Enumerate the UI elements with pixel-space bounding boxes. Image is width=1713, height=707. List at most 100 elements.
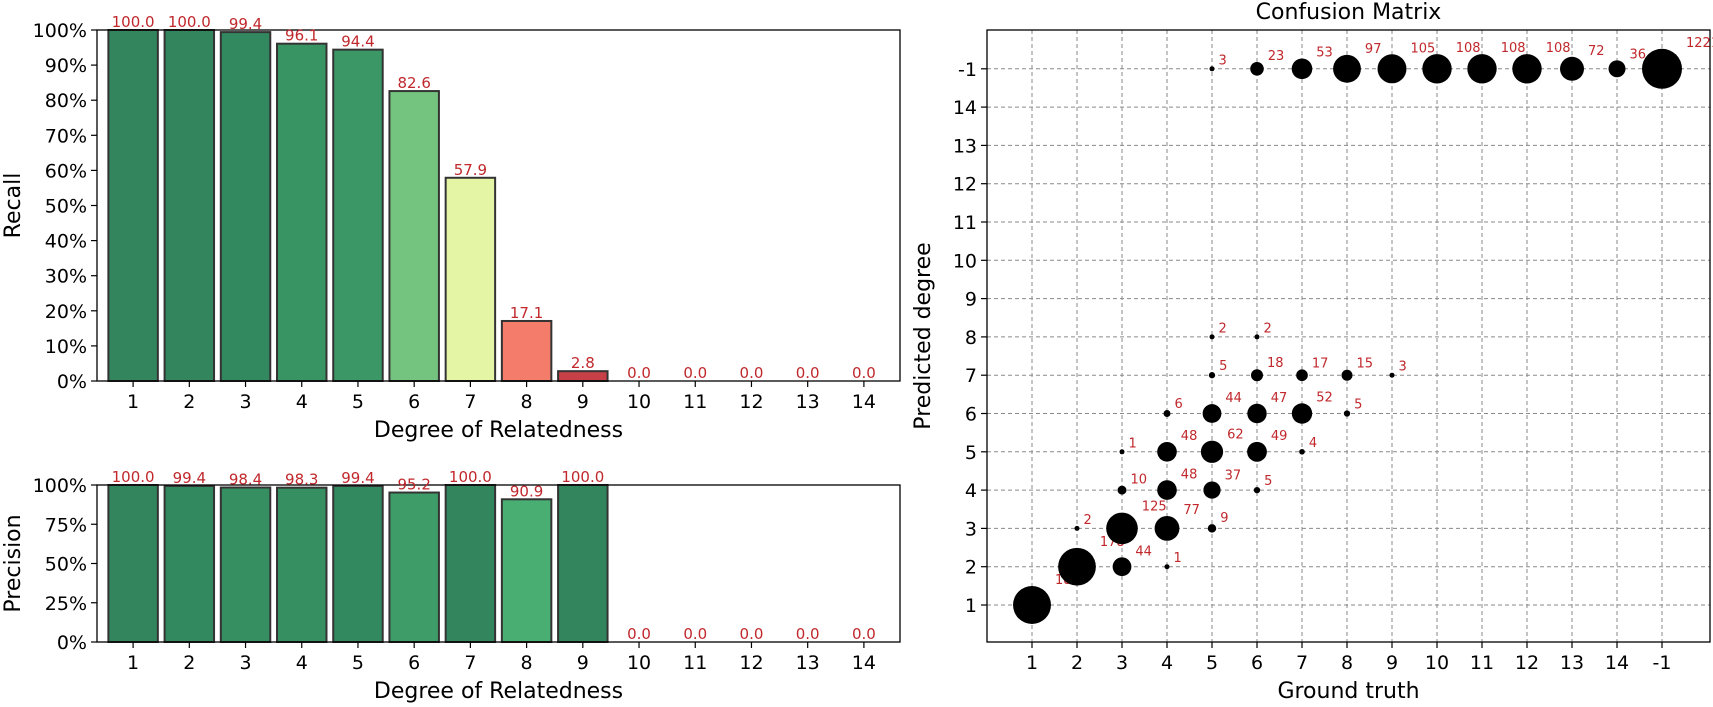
precision-xtick-label: 1 [127,652,139,674]
confusion-ytick-label: 5 [965,442,977,464]
confusion-count-label: 48 [1181,429,1198,444]
precision-value-label: 98.3 [285,471,318,489]
precision-xtick-label: 3 [239,652,251,674]
recall-xtick-label: 13 [796,391,820,413]
precision-x-axis-label: Degree of Relatedness [374,679,623,704]
confusion-count-label: 2 [1219,321,1227,336]
confusion-bubble-5-5 [1200,440,1224,463]
confusion-xtick-label: -1 [1653,652,1672,674]
recall-bar-1 [107,29,159,382]
confusion-ytick-label: 12 [953,174,977,196]
confusion-xtick-label: 12 [1515,652,1539,674]
confusion-bubble-6-6 [1247,403,1267,424]
recall-xtick-label: 8 [521,391,533,413]
recall-x-axis-label: Degree of Relatedness [374,418,623,443]
confusion-count-label: 3 [1219,53,1227,68]
precision-value-label: 99.4 [341,469,374,487]
confusion-xtick-label: 1 [1026,652,1038,674]
recall-value-label: 100.0 [168,13,211,31]
recall-xtick-label: 12 [739,391,763,413]
confusion-ytick-label: 3 [965,518,977,540]
confusion-count-label: 53 [1316,46,1333,61]
recall-bar-3 [219,31,272,383]
recall-ytick-label: 20% [45,301,87,323]
recall-ytick-label: 50% [45,196,87,218]
recall-ytick-label: 10% [45,336,87,358]
recall-xtick-label: 5 [352,391,364,413]
confusion-count-label: 23 [1268,49,1285,64]
confusion-count-label: 62 [1227,428,1244,443]
confusion-count-label: 5 [1354,397,1362,412]
confusion-count-label: 49 [1271,429,1288,444]
recall-ytick-label: 90% [45,55,87,77]
confusion-bubble-7-7 [1296,369,1308,382]
precision-value-label: 0.0 [740,625,764,643]
confusion-bubble-4-2 [1164,564,1170,570]
confusion-count-label: 2 [1084,513,1092,528]
recall-value-label: 100.0 [112,13,155,31]
precision-xtick-label: 9 [577,652,589,674]
confusion-ytick-label: 1 [965,595,977,617]
precision-value-label: 0.0 [796,625,820,643]
confusion-bubble-3-2 [1112,557,1132,577]
confusion-x-axis-label: Ground truth [1277,679,1419,704]
confusion-count-label: 52 [1316,390,1333,405]
precision-value-label: 0.0 [683,625,707,643]
confusion-ytick-label: 8 [965,327,977,349]
confusion-ytick-label: 4 [965,480,977,502]
confusion-ytick-label: 14 [953,97,977,119]
confusion-bubble-11--1 [1467,54,1497,84]
precision-chart: 100.0 99.4 98.4 98.3 99.4 95.2 100.090.9100.00… [1,468,901,704]
precision-y-axis-label: Precision [1,514,26,612]
precision-xtick-label: 5 [352,652,364,674]
precision-xtick-label: 4 [296,652,308,674]
recall-bar-2 [163,29,216,382]
recall-xtick-label: 7 [464,391,476,413]
confusion-count-label: 44 [1135,544,1152,559]
recall-ytick-label: 60% [45,160,87,182]
precision-value-label: 100.0 [561,468,604,486]
precision-bar-7 [444,484,497,643]
confusion-bubble-5-3 [1207,524,1217,533]
recall-value-label: 94.4 [341,33,374,51]
confusion-xtick-label: 10 [1425,652,1449,674]
confusion-ytick-label: -1 [958,59,977,81]
confusion-xtick-label: 4 [1161,652,1173,674]
confusion-bubble-6-8 [1254,334,1260,340]
confusion-xtick-label: 13 [1560,652,1584,674]
confusion-xtick-label: 5 [1206,652,1218,674]
recall-value-label: 0.0 [683,364,707,382]
confusion-count-label: 18 [1267,356,1284,371]
precision-value-label: 99.4 [173,469,206,487]
recall-ytick-label: 80% [45,90,87,112]
confusion-bubble-6-4 [1253,486,1261,494]
confusion-count-label: 10 [1130,473,1147,488]
recall-bar-4 [276,42,328,383]
recall-ytick-label: 100% [33,20,87,42]
confusion-bubble-8--1 [1333,54,1361,83]
confusion-count-label: 37 [1225,468,1242,483]
confusion-xtick-label: 6 [1251,652,1263,674]
confusion-count-label: 15 [1356,357,1373,372]
confusion-count-label: 2 [1264,321,1272,336]
recall-xtick-label: 4 [296,391,308,413]
confusion-bubble-7--1 [1291,58,1313,80]
confusion-bubble-2-3 [1074,525,1080,531]
recall-value-label: 17.1 [510,304,543,322]
confusion-bubble-3-4 [1117,485,1127,495]
recall-y-axis-label: Recall [1,173,26,239]
confusion-bubble-3-3 [1106,512,1138,545]
confusion-count-label: 6 [1174,397,1182,412]
confusion-bubble-4-3 [1154,515,1180,541]
precision-value-label: 90.9 [510,482,543,500]
precision-ytick-label: 100% [33,475,87,497]
confusion-bubble-7-5 [1299,448,1305,455]
confusion-y-axis-label: Predicted degree [911,242,936,429]
precision-ytick-label: 0% [57,632,87,654]
confusion-ytick-label: 13 [953,135,977,157]
precision-value-label: 100.0 [112,468,155,486]
confusion-count-label: 72 [1588,44,1605,59]
confusion-count-label: 108 [1456,41,1481,56]
confusion-bubble-4-4 [1157,480,1177,500]
